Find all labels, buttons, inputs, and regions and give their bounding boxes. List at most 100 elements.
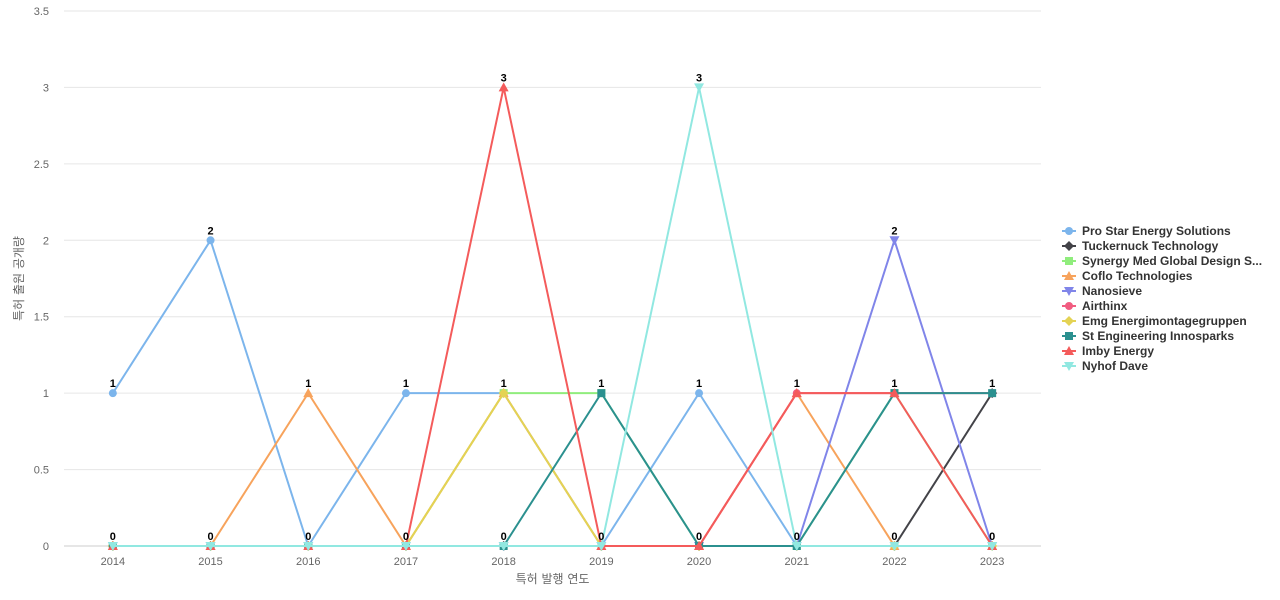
data-label: 3	[501, 72, 507, 84]
legend-marker	[1064, 241, 1074, 251]
data-label: 1	[403, 378, 409, 390]
x-tick-label: 2021	[785, 556, 809, 568]
legend-marker	[1065, 302, 1073, 310]
legend-label: Airthinx	[1082, 299, 1128, 313]
data-point	[791, 388, 802, 398]
data-label: 3	[696, 72, 702, 84]
data-label: 0	[501, 531, 507, 543]
legend-label: Synergy Med Global Design S...	[1082, 254, 1262, 268]
axes: 0 0.5 1 1.5 2 2.5 3 3.5 2014 2015 2016 2017 2018 2019…	[12, 6, 1004, 586]
legend-item[interactable]: Nanosieve	[1062, 284, 1142, 298]
data-point	[987, 542, 998, 551]
x-tick-label: 2023	[980, 556, 1004, 568]
x-tick-label: 2014	[101, 556, 125, 568]
legend-marker	[1064, 316, 1074, 326]
x-tick-label: 2015	[198, 556, 222, 568]
legend-label: St Engineering Innosparks	[1082, 329, 1234, 343]
legend-label: Nyhof Dave	[1082, 359, 1148, 373]
y-tick-label: 3	[43, 82, 49, 94]
y-axis-title: 특허 출원 공개량	[12, 236, 26, 321]
data-point	[889, 388, 900, 398]
legend-marker	[1065, 227, 1073, 235]
data-point	[791, 542, 802, 551]
data-label: 1	[794, 378, 800, 390]
legend-marker	[1064, 362, 1074, 371]
legend-label: Tuckernuck Technology	[1082, 239, 1219, 253]
data-point	[889, 542, 900, 551]
legend-item[interactable]: Synergy Med Global Design S...	[1062, 254, 1262, 268]
y-tick-label: 3.5	[34, 6, 49, 18]
x-axis-title: 특허 발행 연도	[516, 571, 590, 586]
legend-label: Coflo Technologies	[1082, 269, 1193, 283]
data-label: 0	[403, 531, 409, 543]
legend-marker	[1065, 257, 1073, 265]
data-point	[695, 389, 704, 398]
legend-label: Nanosieve	[1082, 284, 1142, 298]
data-point	[498, 542, 509, 551]
data-label: 0	[305, 531, 311, 543]
data-point	[401, 389, 410, 398]
x-tick-label: 2018	[491, 556, 515, 568]
legend-marker	[1064, 346, 1074, 355]
data-label: 1	[696, 378, 702, 390]
legend-item[interactable]: St Engineering Innosparks	[1062, 329, 1234, 343]
data-point	[889, 236, 900, 246]
x-tick-label: 2019	[589, 556, 613, 568]
data-point	[400, 542, 411, 551]
data-point	[597, 389, 606, 398]
data-label: 0	[207, 531, 213, 543]
data-label: 1	[501, 378, 507, 390]
legend-item[interactable]: Emg Energimontagegruppen	[1062, 314, 1247, 328]
legend-item[interactable]: Coflo Technologies	[1062, 269, 1193, 283]
legend-label: Emg Energimontagegruppen	[1082, 314, 1247, 328]
data-label: 0	[110, 531, 116, 543]
data-label: 1	[891, 378, 897, 390]
data-label: 0	[696, 531, 702, 543]
data-label: 0	[598, 531, 604, 543]
data-point	[694, 83, 705, 93]
data-point	[108, 389, 117, 398]
legend-marker	[1064, 271, 1074, 280]
series-group	[107, 82, 998, 551]
data-point	[206, 236, 215, 245]
data-label: 2	[207, 225, 213, 237]
legend-marker	[1065, 332, 1073, 340]
data-label: 1	[989, 378, 995, 390]
data-point	[498, 388, 509, 399]
series-9	[107, 83, 998, 551]
data-label: 0	[794, 531, 800, 543]
data-point	[596, 542, 607, 551]
y-tick-label: 1.5	[34, 312, 49, 324]
legend-marker	[1064, 287, 1074, 296]
x-tick-label: 2022	[882, 556, 906, 568]
y-tick-label: 2	[43, 235, 49, 247]
data-point	[694, 541, 705, 550]
data-label: 2	[891, 225, 897, 237]
data-label: 1	[110, 378, 116, 390]
data-point	[303, 388, 314, 398]
legend-item[interactable]: Airthinx	[1062, 299, 1128, 313]
data-label: 1	[305, 378, 311, 390]
y-tick-label: 2.5	[34, 159, 49, 171]
legend-item[interactable]: Nyhof Dave	[1062, 359, 1148, 373]
y-tick-label: 0	[43, 541, 49, 553]
grid-lines	[64, 10, 1041, 547]
x-tick-label: 2017	[394, 556, 418, 568]
data-point	[303, 542, 314, 551]
legend-label: Pro Star Energy Solutions	[1082, 224, 1231, 238]
legend-item[interactable]: Pro Star Energy Solutions	[1062, 224, 1231, 238]
data-point	[988, 389, 997, 398]
x-tick-label: 2020	[687, 556, 711, 568]
data-point	[498, 82, 509, 92]
legend-item[interactable]: Tuckernuck Technology	[1062, 239, 1219, 253]
data-label: 0	[989, 531, 995, 543]
data-point	[107, 542, 118, 551]
y-tick-label: 1	[43, 388, 49, 400]
data-label: 1	[598, 378, 604, 390]
legend-item[interactable]: Imby Energy	[1062, 344, 1154, 358]
legend-label: Imby Energy	[1082, 344, 1154, 358]
series-line	[112, 86, 993, 547]
